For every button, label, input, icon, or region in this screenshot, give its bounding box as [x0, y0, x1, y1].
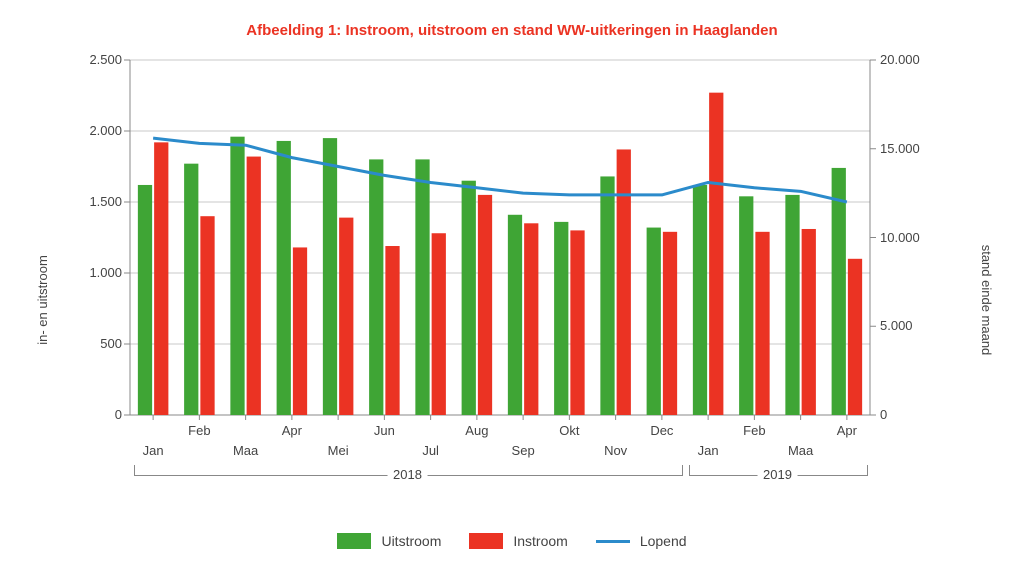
bar-instroom [478, 195, 492, 415]
x-tick-label: Jan [698, 443, 719, 458]
x-tick-label: Okt [559, 423, 579, 438]
bar-instroom [663, 232, 677, 415]
x-tick-label: Nov [604, 443, 627, 458]
y-axis-left-label: in- en uitstroom [35, 255, 50, 345]
bar-uitstroom [369, 159, 383, 415]
legend-swatch [469, 533, 503, 549]
bar-instroom [848, 259, 862, 415]
y-left-tick: 2.000 [70, 123, 122, 138]
bar-instroom [432, 233, 446, 415]
year-label: 2018 [387, 467, 428, 482]
x-tick-label: Dec [650, 423, 673, 438]
x-tick-label: Maa [788, 443, 813, 458]
y-right-tick: 15.000 [880, 141, 940, 156]
bar-uitstroom [415, 159, 429, 415]
year-label: 2019 [757, 467, 798, 482]
y-right-tick: 0 [880, 407, 940, 422]
bar-uitstroom [138, 185, 152, 415]
bar-uitstroom [184, 164, 198, 415]
legend-label: Uitstroom [381, 533, 441, 549]
bar-instroom [339, 218, 353, 415]
bar-instroom [293, 247, 307, 415]
bar-instroom [802, 229, 816, 415]
y-left-tick: 1.500 [70, 194, 122, 209]
x-tick-label: Apr [282, 423, 302, 438]
legend-swatch-line [596, 540, 630, 543]
x-tick-label: Jun [374, 423, 395, 438]
bar-instroom [524, 223, 538, 415]
y-left-tick: 0 [70, 407, 122, 422]
x-tick-label: Mei [328, 443, 349, 458]
y-left-tick: 1.000 [70, 265, 122, 280]
bar-instroom [385, 246, 399, 415]
x-tick-label: Sep [512, 443, 535, 458]
legend-swatch [337, 533, 371, 549]
y-right-tick: 20.000 [880, 52, 940, 67]
bar-instroom [755, 232, 769, 415]
x-tick-label: Feb [743, 423, 765, 438]
legend-label: Instroom [513, 533, 567, 549]
legend-item-instroom: Instroom [469, 533, 567, 549]
bar-instroom [200, 216, 214, 415]
bar-uitstroom [600, 176, 614, 415]
plot-area [130, 60, 870, 415]
legend-label: Lopend [640, 533, 687, 549]
bar-instroom [617, 149, 631, 415]
chart-title: Afbeelding 1: Instroom, uitstroom en sta… [0, 22, 1024, 39]
bar-uitstroom [693, 185, 707, 415]
x-tick-label: Aug [465, 423, 488, 438]
x-tick-label: Apr [837, 423, 857, 438]
x-tick-label: Feb [188, 423, 210, 438]
bar-uitstroom [508, 215, 522, 415]
x-tick-label: Jan [143, 443, 164, 458]
legend-item-lopend: Lopend [596, 533, 687, 549]
y-left-tick: 500 [70, 336, 122, 351]
bar-uitstroom [462, 181, 476, 415]
bar-uitstroom [277, 141, 291, 415]
bar-uitstroom [647, 228, 661, 415]
x-tick-label: Maa [233, 443, 258, 458]
bar-instroom [154, 142, 168, 415]
legend-item-uitstroom: Uitstroom [337, 533, 441, 549]
y-right-tick: 10.000 [880, 230, 940, 245]
y-left-tick: 2.500 [70, 52, 122, 67]
bar-instroom [570, 230, 584, 415]
bar-uitstroom [832, 168, 846, 415]
y-right-tick: 5.000 [880, 318, 940, 333]
y-axis-right-label: stand einde maand [979, 245, 994, 356]
bar-uitstroom [554, 222, 568, 415]
x-tick-label: Jul [422, 443, 439, 458]
legend: Uitstroom Instroom Lopend [0, 533, 1024, 549]
bar-uitstroom [323, 138, 337, 415]
bar-uitstroom [230, 137, 244, 415]
bar-instroom [709, 93, 723, 415]
bar-uitstroom [785, 195, 799, 415]
bar-instroom [247, 157, 261, 415]
bar-uitstroom [739, 196, 753, 415]
